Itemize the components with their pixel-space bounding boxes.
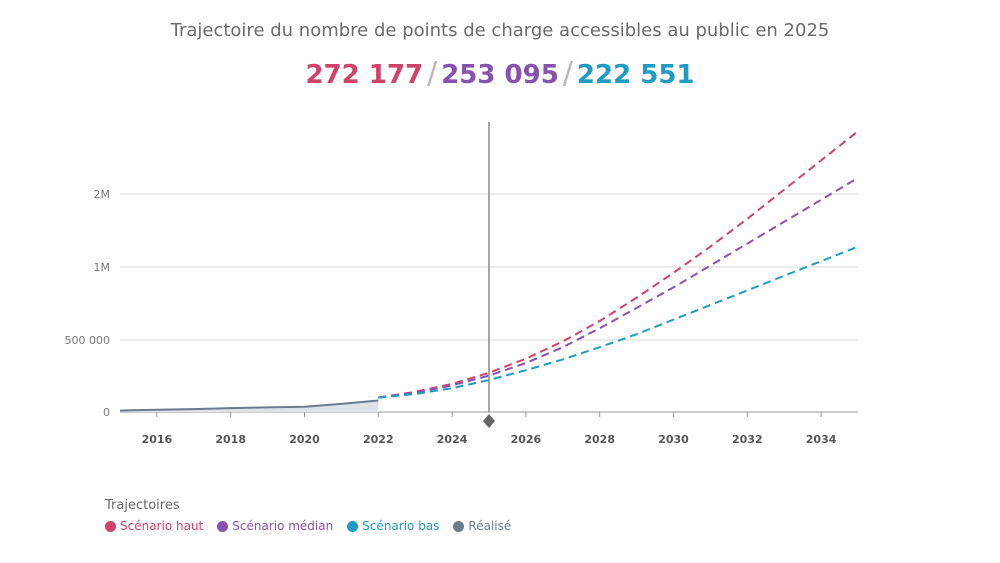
legend-label: Scénario médian	[232, 519, 334, 533]
legend-label: Scénario bas	[362, 519, 440, 533]
legend-dot-icon	[347, 520, 359, 532]
y-tick-label: 2M	[94, 188, 111, 201]
x-tick-label: 2016	[142, 433, 173, 446]
realise-area	[120, 400, 379, 412]
y-axis-ticks: 0 500 000 1M 2M	[65, 188, 111, 419]
x-tick-label: 2020	[289, 433, 320, 446]
kpi-high-value: 272 177	[305, 60, 424, 90]
year-marker[interactable]	[483, 122, 495, 428]
x-tick-label: 2030	[658, 433, 689, 446]
kpi-median-value: 253 095	[441, 60, 559, 90]
legend-item-scenario-median[interactable]: Scénario médian	[217, 519, 333, 533]
series-line-sc-nario-bas	[378, 245, 859, 399]
x-tick-label: 2022	[363, 433, 394, 446]
y-tick-label: 0	[103, 406, 110, 419]
legend-item-scenario-haut[interactable]: Scénario haut	[105, 519, 203, 533]
series-group	[119, 130, 859, 412]
kpi-separator: /	[562, 56, 573, 91]
x-tick-label: 2028	[584, 433, 615, 446]
chart-title: Trajectoire du nombre de points de charg…	[170, 20, 830, 41]
legend-dot-icon	[105, 520, 116, 532]
year-marker-handle-icon	[483, 414, 495, 428]
legend-dot-icon	[217, 520, 229, 532]
y-tick-label: 500 000	[65, 334, 111, 347]
legend-label: Scénario haut	[120, 519, 204, 533]
x-tick-label: 2026	[511, 433, 542, 446]
kpi-low-value: 222 551	[576, 60, 695, 90]
legend-label: Réalisé	[468, 519, 512, 533]
series-line-sc-nario-haut	[378, 130, 859, 399]
x-tick-label: 2032	[732, 433, 763, 446]
legend-title: Trajectoires	[105, 498, 180, 513]
series-line-sc-nario-m-dian	[378, 177, 859, 399]
x-tick-label: 2024	[437, 433, 468, 446]
kpi-separator: /	[427, 56, 438, 91]
legend-item-scenario-bas[interactable]: Scénario bas	[347, 519, 439, 533]
x-tick-label: 2034	[806, 433, 837, 446]
legend-item-realise[interactable]: Réalisé	[453, 519, 511, 533]
x-axis-ticks: 2016 2018 2020 2022 2024 2026 2028 2030 2032 2034	[142, 412, 837, 446]
legend-dot-icon	[453, 520, 465, 532]
x-tick-label: 2018	[215, 433, 246, 446]
series-line-realise	[119, 399, 379, 412]
legend: Trajectoires Scénario haut Scénario médi…	[105, 498, 511, 533]
y-tick-label: 1M	[94, 261, 111, 274]
kpi-values: 272 177/253 095/222 551	[0, 56, 1000, 91]
